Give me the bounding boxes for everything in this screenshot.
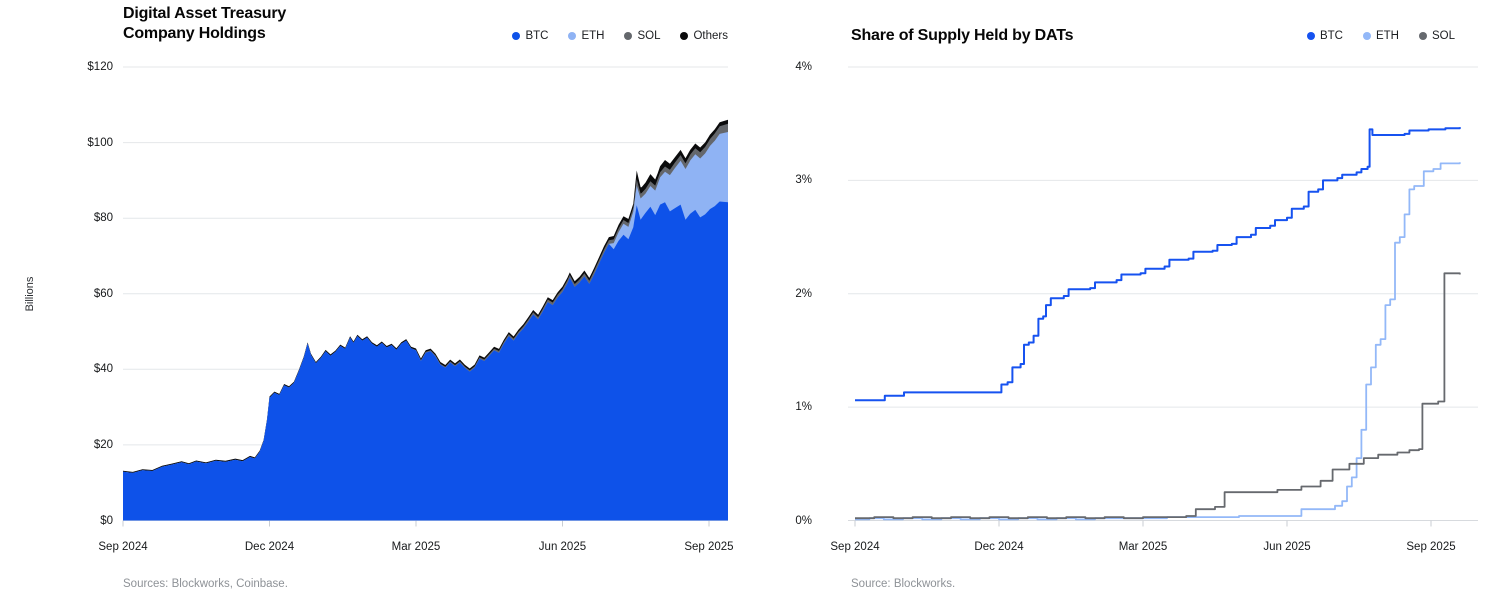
y-axis-tick-label: $40 — [93, 363, 113, 376]
legend-label: SOL — [1431, 30, 1455, 42]
eth-dot-icon — [1362, 32, 1371, 40]
legend-item-eth[interactable]: ETH — [568, 30, 604, 42]
y-axis-tick-label: 0% — [795, 514, 812, 527]
eth-line — [855, 162, 1461, 521]
holdings-legend: BTC ETH SOL Others — [123, 30, 728, 42]
y-axis-tick-label: 4% — [795, 61, 812, 73]
x-axis-tick-label: Mar 2025 — [1118, 541, 1168, 553]
y-axis-tick-label: $100 — [87, 136, 113, 149]
holdings-area-plot — [122, 66, 728, 527]
legend-item-sol[interactable]: SOL — [1418, 30, 1455, 42]
sol-dot-icon — [1418, 32, 1427, 40]
x-axis-tick-label: Sep 2025 — [684, 541, 734, 553]
legend-label: SOL — [637, 30, 661, 42]
y-axis-tick-label: $80 — [93, 212, 113, 225]
holdings-source-note: Sources: Blockworks, Coinbase. — [123, 578, 288, 590]
legend-item-others[interactable]: Others — [680, 30, 728, 42]
legend-label: ETH — [1375, 30, 1399, 42]
legend-item-sol[interactable]: SOL — [624, 30, 660, 42]
legend-label: ETH — [581, 30, 605, 42]
btc-dot-icon — [1306, 32, 1315, 40]
supply-share-legend: BTC ETH SOL — [855, 30, 1455, 42]
y-axis-tick-label: 3% — [795, 174, 812, 187]
legend-label: Others — [693, 30, 728, 42]
x-axis-tick-label: Jun 2025 — [1263, 541, 1311, 553]
legend-item-btc[interactable]: BTC — [1306, 30, 1343, 42]
x-axis-tick-label: Sep 2024 — [98, 541, 148, 553]
sol-dot-icon — [624, 32, 633, 40]
eth-dot-icon — [568, 32, 577, 40]
supply-share-chart-title: Share of Supply Held by DATs — [851, 27, 1074, 44]
legend-label: BTC — [525, 30, 549, 42]
legend-label: BTC — [1319, 30, 1343, 42]
y-axis-tick-label: $0 — [100, 514, 113, 527]
x-axis-tick-label: Sep 2025 — [1406, 541, 1456, 553]
y-axis-tick-label: $20 — [93, 438, 113, 451]
x-axis-tick-label: Dec 2024 — [974, 541, 1024, 553]
legend-item-eth[interactable]: ETH — [1362, 30, 1399, 42]
x-axis-tick-label: Sep 2024 — [830, 541, 880, 553]
y-axis-tick-label: 2% — [795, 287, 812, 300]
others-dot-icon — [680, 32, 689, 40]
btc-area — [123, 201, 728, 521]
supply-share-line-plot — [848, 66, 1478, 527]
y-axis-tick-label: 1% — [795, 401, 812, 414]
supply-share-source-note: Source: Blockworks. — [851, 578, 956, 590]
x-axis-tick-label: Mar 2025 — [391, 541, 441, 553]
holdings-chart-title-line2: Company Holdings — [123, 25, 266, 42]
y-axis-tick-label: $120 — [87, 61, 113, 73]
legend-item-btc[interactable]: BTC — [512, 30, 548, 42]
sol-line — [855, 272, 1461, 520]
btc-line — [855, 127, 1461, 402]
x-axis-tick-label: Jun 2025 — [538, 541, 587, 553]
y-axis-title: Billions — [24, 276, 36, 312]
y-axis-tick-label: $60 — [93, 287, 113, 300]
holdings-chart-title-line1: Digital Asset Treasury — [123, 5, 287, 22]
x-axis-tick-label: Dec 2024 — [244, 541, 295, 553]
btc-dot-icon — [512, 32, 521, 40]
